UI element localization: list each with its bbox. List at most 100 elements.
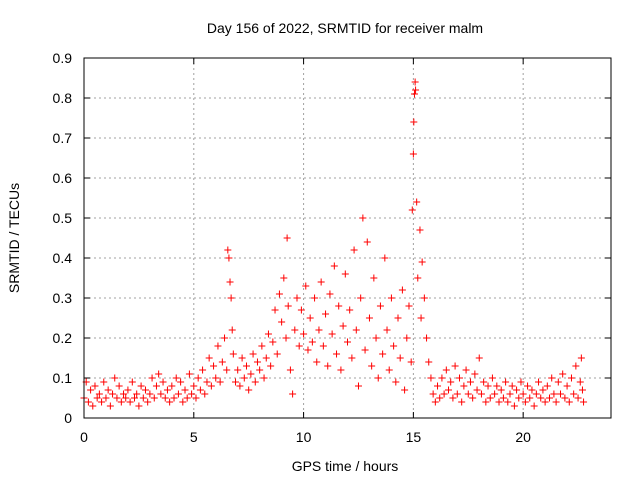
- data-point: [370, 274, 378, 282]
- data-point: [168, 382, 176, 390]
- y-tick-label: 0.5: [53, 210, 73, 226]
- y-tick-label: 0.2: [53, 330, 73, 346]
- data-point: [289, 390, 297, 398]
- data-point: [98, 398, 106, 406]
- data-point: [451, 362, 459, 370]
- data-point: [242, 362, 250, 370]
- data-point: [552, 398, 560, 406]
- data-point: [425, 358, 433, 366]
- data-point: [278, 318, 286, 326]
- data-point: [550, 390, 558, 398]
- data-point: [504, 398, 512, 406]
- data-point: [471, 370, 479, 378]
- data-point: [148, 374, 156, 382]
- data-point: [530, 402, 538, 410]
- data-point: [273, 350, 281, 358]
- y-tick-label: 0.7: [53, 130, 73, 146]
- y-tick-label: 0: [64, 410, 72, 426]
- data-point: [126, 398, 134, 406]
- x-axis-title: GPS time / hours: [292, 458, 399, 474]
- data-point: [580, 398, 588, 406]
- data-point: [577, 354, 585, 362]
- y-tick-label: 0.3: [53, 290, 73, 306]
- data-point: [350, 246, 358, 254]
- data-point: [131, 394, 139, 402]
- data-point: [333, 350, 341, 358]
- data-point: [559, 370, 567, 378]
- data-point: [379, 350, 387, 358]
- data-point: [179, 398, 187, 406]
- data-point: [283, 234, 291, 242]
- data-point: [271, 306, 279, 314]
- data-point: [159, 378, 167, 386]
- data-points-layer: [80, 78, 588, 410]
- data-point: [436, 394, 444, 402]
- data-point: [238, 354, 246, 362]
- data-point: [554, 378, 562, 386]
- data-point: [508, 382, 516, 390]
- data-point: [475, 354, 483, 362]
- data-point: [365, 314, 373, 322]
- data-point: [561, 394, 569, 402]
- data-point: [247, 370, 255, 378]
- data-point: [87, 386, 95, 394]
- data-point: [484, 382, 492, 390]
- data-point: [374, 374, 382, 382]
- data-point: [295, 342, 303, 350]
- data-point: [344, 338, 351, 346]
- data-point: [207, 382, 215, 390]
- data-point: [576, 378, 584, 386]
- data-point: [352, 326, 360, 334]
- data-point: [91, 382, 99, 390]
- data-point: [357, 294, 365, 302]
- data-point: [311, 294, 319, 302]
- data-point: [578, 386, 586, 394]
- data-point: [306, 314, 314, 322]
- data-point: [493, 382, 501, 390]
- data-point: [264, 330, 272, 338]
- data-point: [297, 306, 305, 314]
- data-point: [192, 394, 200, 402]
- data-point: [144, 398, 152, 406]
- data-point: [258, 342, 266, 350]
- data-point: [528, 386, 536, 394]
- data-point: [408, 206, 416, 214]
- data-point: [515, 394, 523, 402]
- data-point: [361, 346, 369, 354]
- data-point: [537, 394, 545, 402]
- data-point: [185, 370, 193, 378]
- data-point: [335, 302, 343, 310]
- data-point: [417, 314, 425, 322]
- data-point: [196, 386, 204, 394]
- x-tick-label: 15: [406, 429, 422, 445]
- data-point: [482, 398, 490, 406]
- data-point: [488, 374, 496, 382]
- data-point: [330, 262, 338, 270]
- y-tick-label: 0.4: [53, 250, 73, 266]
- data-point: [376, 302, 384, 310]
- data-point: [480, 378, 488, 386]
- data-point: [464, 390, 472, 398]
- data-point: [548, 374, 556, 382]
- data-point: [398, 286, 406, 294]
- data-point: [113, 394, 121, 402]
- data-point: [387, 294, 395, 302]
- data-point: [111, 374, 119, 382]
- data-point: [339, 322, 347, 330]
- data-point: [574, 394, 582, 402]
- data-point: [368, 362, 376, 370]
- data-point: [429, 390, 437, 398]
- data-point: [102, 394, 110, 402]
- axis-ticks-layer: 0 0.1 0.2 0.3 0.4 0.5 0.6 0.7 0.8 0.9 0 5 10 15 20: [53, 50, 611, 445]
- data-point: [236, 382, 244, 390]
- data-point: [313, 358, 321, 366]
- data-point: [414, 274, 422, 282]
- data-point: [93, 394, 101, 402]
- data-point: [212, 374, 220, 382]
- data-point: [89, 402, 97, 410]
- data-point: [139, 394, 147, 402]
- y-tick-label: 0.8: [53, 90, 73, 106]
- data-point: [546, 394, 554, 402]
